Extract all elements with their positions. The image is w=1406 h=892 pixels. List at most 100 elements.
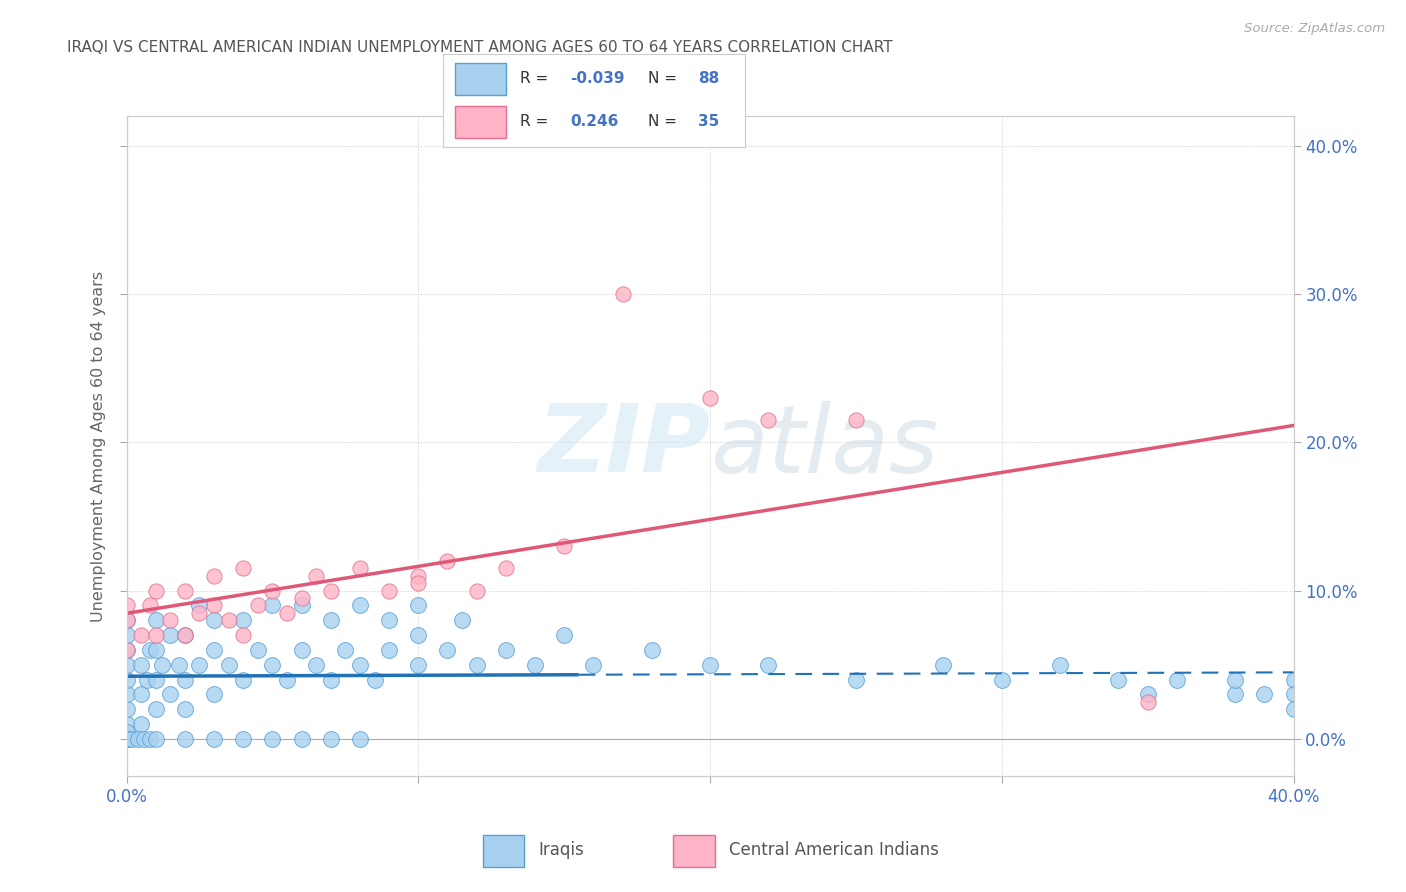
Point [1282,688,1305,702]
Point [188,657,211,672]
Point [276,606,298,620]
Point [1282,702,1305,716]
Point [640,643,664,657]
Point [115,717,138,731]
Point [115,599,138,613]
Point [115,613,138,627]
Text: ZIP: ZIP [537,400,710,492]
Point [145,628,167,642]
Point [408,569,430,583]
Point [319,673,342,687]
Point [174,628,197,642]
FancyBboxPatch shape [456,63,506,95]
Point [232,613,254,627]
Point [188,606,211,620]
Point [1136,695,1159,709]
Point [582,657,605,672]
Point [139,599,162,613]
Point [276,673,298,687]
Point [115,673,138,687]
Text: R =: R = [520,114,558,129]
Point [218,613,240,627]
Point [1136,688,1159,702]
Point [115,702,138,716]
Point [188,599,211,613]
Point [174,673,197,687]
Y-axis label: Unemployment Among Ages 60 to 64 years: Unemployment Among Ages 60 to 64 years [91,270,107,622]
Point [139,643,162,657]
Point [145,643,167,657]
Point [174,628,197,642]
Point [202,643,225,657]
Point [115,643,138,657]
Point [115,688,138,702]
Point [932,657,955,672]
Point [232,628,254,642]
Text: -0.039: -0.039 [569,70,624,86]
Point [305,657,328,672]
Text: 0.246: 0.246 [569,114,619,129]
Point [246,599,269,613]
Point [319,613,342,627]
Point [756,657,779,672]
Point [218,657,240,672]
Point [127,731,149,746]
Point [129,717,152,731]
Point [1166,673,1188,687]
Point [262,583,284,598]
Point [378,583,401,598]
Point [167,657,190,672]
Point [290,731,312,746]
Point [159,688,181,702]
Point [495,643,517,657]
Text: Central American Indians: Central American Indians [728,840,938,859]
Point [378,613,401,627]
Point [349,599,371,613]
Point [202,731,225,746]
Point [202,569,225,583]
Point [145,613,167,627]
Point [115,613,138,627]
Point [145,702,167,716]
Point [115,628,138,642]
Point [408,628,430,642]
Point [129,688,152,702]
Point [129,628,152,642]
Point [246,643,269,657]
Point [990,673,1012,687]
Point [232,561,254,575]
Point [335,643,357,657]
Point [232,731,254,746]
Point [408,599,430,613]
Point [145,731,167,746]
Text: N =: N = [648,70,682,86]
Text: 35: 35 [699,114,720,129]
Point [845,673,868,687]
Point [139,731,162,746]
Point [699,657,721,672]
FancyBboxPatch shape [482,835,524,867]
Point [305,569,328,583]
Point [378,643,401,657]
Point [262,657,284,672]
Point [349,731,371,746]
Text: IRAQI VS CENTRAL AMERICAN INDIAN UNEMPLOYMENT AMONG AGES 60 TO 64 YEARS CORRELAT: IRAQI VS CENTRAL AMERICAN INDIAN UNEMPLO… [67,40,893,55]
Point [174,583,197,598]
Text: Iraqis: Iraqis [538,840,583,859]
Point [202,688,225,702]
FancyBboxPatch shape [456,106,506,138]
Point [262,731,284,746]
Point [232,673,254,687]
Text: Source: ZipAtlas.com: Source: ZipAtlas.com [1244,22,1385,36]
Point [115,724,138,739]
Point [145,673,167,687]
Point [136,673,159,687]
Point [1223,673,1246,687]
Point [290,599,312,613]
Point [174,731,197,746]
Point [756,413,779,427]
FancyBboxPatch shape [673,835,714,867]
Point [1108,673,1130,687]
Point [465,583,488,598]
Point [495,561,517,575]
